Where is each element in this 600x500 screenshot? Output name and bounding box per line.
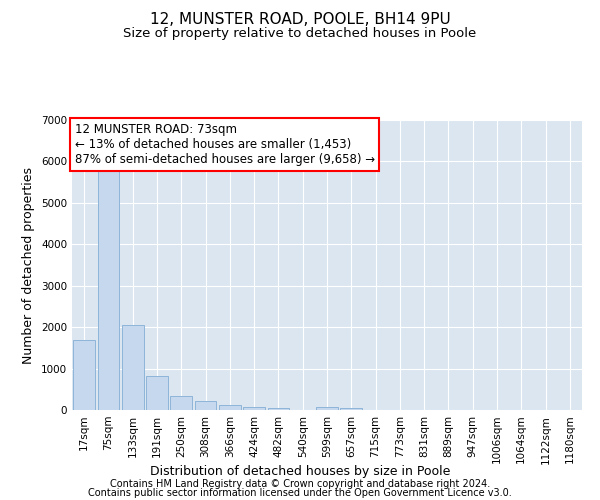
Text: Size of property relative to detached houses in Poole: Size of property relative to detached ho…: [124, 28, 476, 40]
Bar: [194, 401, 217, 410]
Bar: [243, 407, 265, 410]
Bar: [316, 407, 338, 410]
Bar: [122, 325, 143, 410]
Bar: [340, 408, 362, 410]
Y-axis label: Number of detached properties: Number of detached properties: [22, 166, 35, 364]
Text: Contains HM Land Registry data © Crown copyright and database right 2024.: Contains HM Land Registry data © Crown c…: [110, 479, 490, 489]
Bar: [268, 408, 289, 410]
Text: 12, MUNSTER ROAD, POOLE, BH14 9PU: 12, MUNSTER ROAD, POOLE, BH14 9PU: [149, 12, 451, 28]
Bar: [146, 376, 168, 410]
Text: 12 MUNSTER ROAD: 73sqm
← 13% of detached houses are smaller (1,453)
87% of semi-: 12 MUNSTER ROAD: 73sqm ← 13% of detached…: [74, 123, 374, 166]
Bar: [219, 406, 241, 410]
Text: Contains public sector information licensed under the Open Government Licence v3: Contains public sector information licen…: [88, 488, 512, 498]
Bar: [97, 170, 119, 410]
Bar: [73, 340, 95, 410]
Bar: [170, 396, 192, 410]
Text: Distribution of detached houses by size in Poole: Distribution of detached houses by size …: [150, 464, 450, 477]
